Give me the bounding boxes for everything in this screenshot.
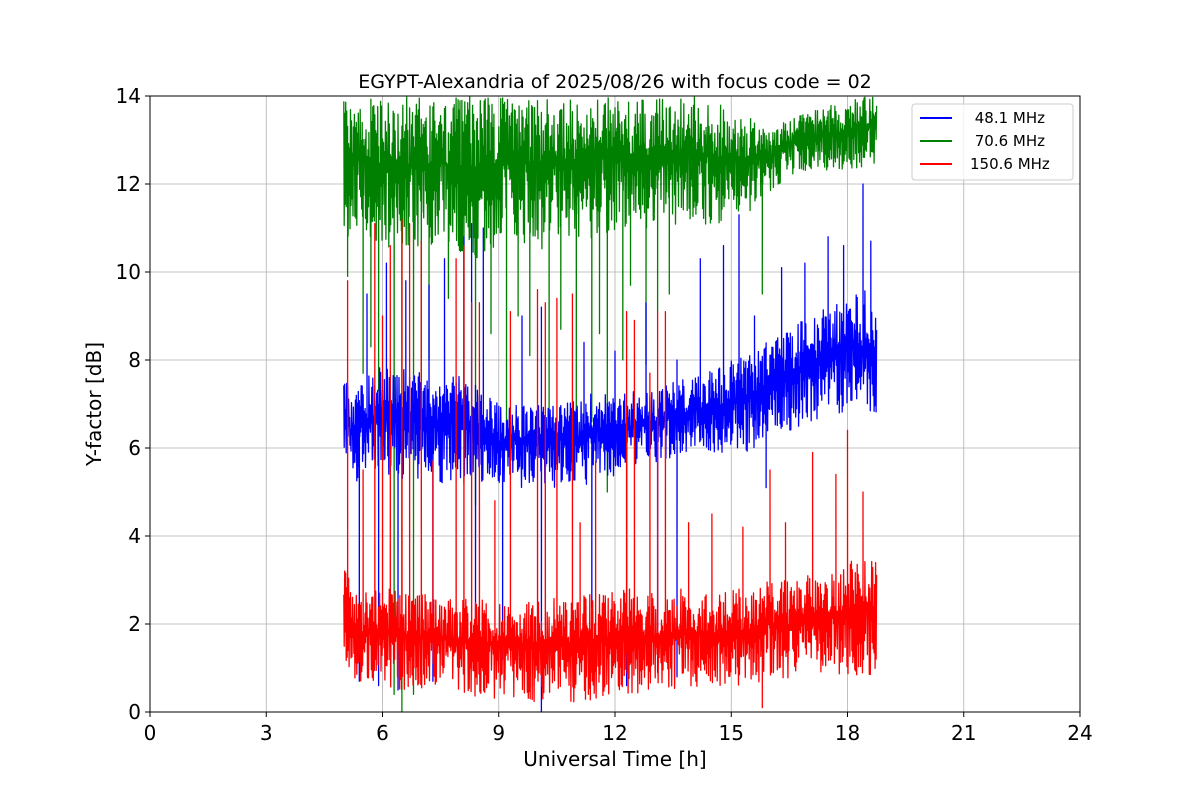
legend-label-series-2: 70.6 MHz bbox=[970, 132, 1045, 150]
x-tick-label: 9 bbox=[492, 721, 505, 745]
series-3 bbox=[343, 218, 878, 709]
series-1 bbox=[343, 183, 878, 713]
y-tick-label: 10 bbox=[116, 260, 141, 284]
x-tick-label: 0 bbox=[144, 721, 157, 745]
y-tick-label: 12 bbox=[116, 172, 141, 196]
y-tick-label: 8 bbox=[128, 348, 141, 372]
series-layer bbox=[343, 96, 878, 713]
legend: 48.1 MHz 70.6 MHz 150.6 MHz bbox=[911, 103, 1074, 181]
legend-box bbox=[911, 103, 1074, 181]
x-tick-label: 15 bbox=[719, 721, 744, 745]
x-tick-label: 6 bbox=[376, 721, 389, 745]
series-2-line bbox=[343, 96, 878, 713]
legend-label-series-3: 150.6 MHz bbox=[970, 155, 1050, 173]
y-tick-label: 14 bbox=[116, 84, 141, 108]
x-tick-label: 24 bbox=[1067, 721, 1092, 745]
x-tick-label: 3 bbox=[260, 721, 273, 745]
series-1-line bbox=[343, 183, 878, 713]
y-tick-label: 6 bbox=[128, 436, 141, 460]
chart-title: EGYPT-Alexandria of 2025/08/26 with focu… bbox=[358, 71, 872, 93]
y-tick-label: 4 bbox=[128, 524, 141, 548]
legend-label-series-1: 48.1 MHz bbox=[970, 109, 1045, 127]
x-axis-label: Universal Time [h] bbox=[523, 747, 706, 771]
x-tick-label: 12 bbox=[602, 721, 627, 745]
series-3-line bbox=[343, 218, 878, 709]
y-tick-label: 2 bbox=[128, 612, 141, 636]
x-tick-label: 21 bbox=[951, 721, 976, 745]
x-tick-label: 18 bbox=[835, 721, 860, 745]
y-axis-label: Y-factor [dB] bbox=[82, 342, 106, 467]
series-2 bbox=[343, 96, 878, 713]
y-tick-label: 0 bbox=[128, 700, 141, 724]
